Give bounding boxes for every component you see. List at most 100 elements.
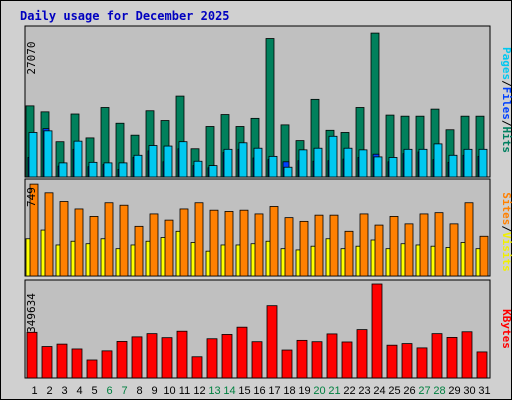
x-tick-label: 22 <box>343 385 355 397</box>
hits-files-pages-pages-bar <box>88 161 98 178</box>
kbytes-kbytes-bar <box>56 343 68 379</box>
x-tick-label: 2 <box>46 385 52 397</box>
legend-entry: / <box>500 80 512 87</box>
kbytes-kbytes-bar <box>311 341 323 379</box>
visits-sites-sites-bar <box>269 206 279 277</box>
kbytes-kbytes-bar <box>131 336 143 379</box>
kbytes-kbytes-bar <box>26 331 38 379</box>
visits-sites-sites-bar <box>419 213 429 277</box>
hits-files-pages-pages-bar <box>238 142 248 178</box>
visits-sites-sites-bar <box>209 209 219 277</box>
hits-files-pages-pages-bar <box>148 145 158 178</box>
kbytes-kbytes-bar <box>176 330 188 379</box>
hits-files-pages-pages-bar <box>388 157 398 178</box>
visits-sites-sites-bar <box>299 220 309 277</box>
kbytes-kbytes-bar <box>476 351 488 379</box>
hits-files-pages-pages-bar <box>103 162 113 178</box>
kbytes-kbytes-bar <box>416 347 428 379</box>
hits-files-pages-pages-bar <box>448 154 458 178</box>
visits-sites-sites-bar <box>374 224 384 277</box>
x-tick-label: 16 <box>253 385 265 397</box>
kbytes-kbytes-bar <box>341 341 353 379</box>
visits-sites-sites-bar <box>59 201 69 277</box>
visits-sites-sites-bar <box>479 235 489 277</box>
hits-files-pages-pages-bar <box>58 162 68 178</box>
kbytes-kbytes-bar <box>371 283 383 379</box>
legend-entry: Pages <box>500 47 512 80</box>
visits-sites-sites-bar <box>179 208 189 277</box>
visits-sites-sites-bar <box>284 217 294 277</box>
kbytes-kbytes-bar <box>41 346 53 379</box>
visits-sites-sites-bar <box>194 202 204 277</box>
visits-sites-sites-bar <box>104 202 114 277</box>
visits-sites-sites-bar <box>254 213 264 277</box>
x-tick-label: 1 <box>31 385 37 397</box>
kbytes-kbytes-bar <box>221 334 233 379</box>
visits-sites-ymax-label: 749 <box>25 187 38 207</box>
x-tick-label: 6 <box>106 385 112 397</box>
visits-sites-sites-bar <box>164 219 174 277</box>
hits-files-pages-pages-bar <box>253 147 263 178</box>
visits-sites-sites-bar <box>74 208 84 277</box>
visits-sites-sites-bar <box>224 211 234 277</box>
visits-sites-sites-bar <box>239 209 249 277</box>
hits-files-pages-pages-bar <box>373 156 383 178</box>
kbytes-kbytes-bar <box>86 359 98 379</box>
x-tick-label: 28 <box>433 385 445 397</box>
kbytes-kbytes-bar <box>251 341 263 379</box>
hits-files-pages-pages-bar <box>298 149 308 178</box>
hits-files-pages-pages-bar <box>283 166 293 178</box>
x-tick-label: 9 <box>151 385 157 397</box>
x-tick-label: 5 <box>91 385 97 397</box>
hits-files-pages-pages-bar <box>43 130 53 178</box>
hits-files-pages-pages-bar <box>133 154 143 178</box>
legend-entry: KBytes <box>500 309 512 349</box>
kbytes-kbytes-bar <box>461 331 473 379</box>
visits-sites-sites-bar <box>44 192 54 277</box>
x-tick-label: 26 <box>403 385 415 397</box>
visits-sites-sites-bar <box>389 216 399 277</box>
hits-files-pages-pages-bar <box>328 135 338 178</box>
visits-sites-sites-bar <box>134 225 144 277</box>
x-tick-label: 23 <box>358 385 370 397</box>
visits-sites-legend: Sites/Visits <box>500 192 512 272</box>
hits-files-pages-pages-bar <box>478 148 488 178</box>
legend-entry: Sites <box>500 192 512 225</box>
hits-files-pages-pages-bar <box>268 155 278 178</box>
legend-entry: Files <box>500 87 512 120</box>
x-tick-label: 7 <box>121 385 127 397</box>
x-tick-label: 13 <box>208 385 220 397</box>
hits-files-pages-pages-bar <box>208 165 218 178</box>
x-tick-label: 11 <box>179 385 190 397</box>
hits-files-pages-legend: Pages/Files/Hits <box>500 47 512 153</box>
x-tick-label: 20 <box>313 385 325 397</box>
hits-files-pages-pages-bar <box>313 147 323 178</box>
x-tick-label: 19 <box>298 385 310 397</box>
x-tick-label: 3 <box>61 385 67 397</box>
visits-sites-sites-bar <box>29 183 39 277</box>
kbytes-kbytes-bar <box>101 350 113 379</box>
x-tick-label: 17 <box>268 385 280 397</box>
visits-sites-sites-bar <box>89 216 99 277</box>
hits-files-pages-pages-bar <box>28 132 38 178</box>
kbytes-kbytes-bar <box>206 338 218 379</box>
visits-sites-sites-bar <box>314 214 324 277</box>
kbytes-kbytes-bar <box>296 339 308 379</box>
kbytes-kbytes-bar <box>71 348 83 379</box>
visits-sites-sites-bar <box>434 212 444 277</box>
kbytes-kbytes-bar <box>326 333 338 379</box>
kbytes-legend: KBytes <box>500 309 512 349</box>
x-tick-label: 10 <box>163 385 175 397</box>
hits-files-pages-pages-bar <box>418 148 428 178</box>
kbytes-kbytes-bar <box>431 333 443 379</box>
kbytes-kbytes-bar <box>161 337 173 379</box>
kbytes-kbytes-bar <box>116 341 128 379</box>
hits-files-pages-pages-bar <box>358 149 368 178</box>
hits-files-pages-pages-bar <box>403 148 413 178</box>
hits-files-pages-pages-bar <box>118 162 128 178</box>
legend-entry: / <box>500 120 512 127</box>
x-tick-label: 4 <box>76 385 82 397</box>
x-tick-label: 21 <box>328 385 340 397</box>
legend-entry: Visits <box>500 232 512 272</box>
kbytes-kbytes-bar <box>281 349 293 379</box>
